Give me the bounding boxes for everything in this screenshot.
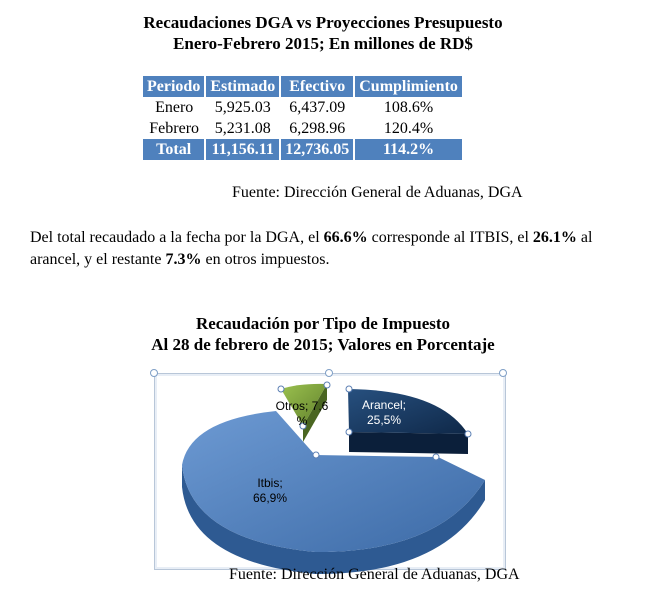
pie-slice-itbis-side bbox=[182, 465, 485, 575]
table-source: Fuente: Dirección General de Aduanas, DG… bbox=[232, 184, 523, 201]
total-compliance: 114.2% bbox=[354, 139, 464, 160]
para-itbis-pct: 66.6% bbox=[323, 229, 368, 246]
table-total-row: Total 11,156.11 12,736.05 114.2% bbox=[143, 139, 464, 160]
cell-estimated: 5,925.03 bbox=[214, 98, 271, 116]
header-estimado: Estimado bbox=[205, 76, 282, 97]
pie-slice-otros bbox=[281, 383, 327, 426]
table-row: Enero 5,925.03 6,437.09 108.6% bbox=[143, 97, 463, 118]
label-itbis-name: Itbis; bbox=[257, 476, 283, 490]
cell-estimated: 5,231.08 bbox=[214, 119, 271, 137]
label-itbis-value: 66,9% bbox=[252, 491, 288, 505]
para-text-3: al arancel, y el restante bbox=[30, 229, 593, 268]
total-label: Total bbox=[143, 139, 207, 160]
cell-compliance: 120.4% bbox=[383, 119, 434, 137]
cell-actual: 6,298.96 bbox=[289, 119, 346, 137]
header-efectivo: Efectivo bbox=[280, 76, 356, 97]
total-actual: 12,736.05 bbox=[280, 139, 356, 160]
header-cumplimiento: Cumplimiento bbox=[354, 76, 464, 97]
cell-compliance: 108.6% bbox=[383, 98, 434, 116]
cell-period: Febrero bbox=[149, 119, 200, 137]
chart-source: Fuente: Dirección General de Aduanas, DG… bbox=[229, 566, 520, 583]
resize-handle-tr[interactable] bbox=[499, 369, 507, 377]
pie-slice-otros-side bbox=[303, 384, 327, 442]
summary-paragraph: Del total recaudado a la fecha por la DG… bbox=[30, 227, 630, 271]
para-text-1: Del total recaudado a la fecha por la DG… bbox=[30, 229, 324, 246]
table-header-row: Periodo Estimado Efectivo Cumplimiento bbox=[143, 76, 464, 97]
pie-slice-arancel-side bbox=[349, 432, 468, 454]
pie-slice-itbis bbox=[182, 411, 485, 553]
label-otros-name: Otros; 7,6 bbox=[275, 399, 329, 413]
chart-title-line1: Recaudación por Tipo de Impuesto bbox=[195, 314, 451, 333]
chart-title: Recaudación por Tipo de Impuesto Al 28 d… bbox=[0, 313, 646, 355]
pie-slice-arancel bbox=[348, 389, 468, 434]
para-otros-pct: 7.3% bbox=[165, 251, 202, 268]
para-text-4: en otros impuestos. bbox=[201, 251, 330, 268]
table-title-line2: Enero-Febrero 2015; En millones de RD$ bbox=[173, 34, 473, 53]
chart-title-line2: Al 28 de febrero de 2015; Valores en Por… bbox=[151, 335, 495, 354]
para-arancel-pct: 26.1% bbox=[532, 229, 577, 246]
collections-table: Periodo Estimado Efectivo Cumplimiento E… bbox=[143, 76, 464, 160]
label-otros-value: % bbox=[296, 414, 308, 428]
table-title-line1: Recaudaciones DGA vs Proyecciones Presup… bbox=[143, 13, 503, 32]
header-periodo: Periodo bbox=[143, 76, 207, 97]
label-arancel-name: Arancel; bbox=[361, 398, 407, 412]
resize-handle-tl[interactable] bbox=[150, 369, 158, 377]
label-itbis: Itbis; 66,9% bbox=[240, 476, 300, 506]
resize-handle-tc[interactable] bbox=[325, 369, 333, 377]
cell-period: Enero bbox=[155, 98, 194, 116]
label-arancel: Arancel; 25,5% bbox=[354, 398, 414, 428]
para-text-2: corresponde al ITBIS, el bbox=[367, 229, 533, 246]
cell-actual: 6,437.09 bbox=[289, 98, 346, 116]
label-otros: Otros; 7,6 % bbox=[266, 399, 338, 429]
table-title: Recaudaciones DGA vs Proyecciones Presup… bbox=[0, 12, 646, 54]
total-estimated: 11,156.11 bbox=[205, 139, 282, 160]
label-arancel-value: 25,5% bbox=[366, 413, 402, 427]
table-row: Febrero 5,231.08 6,298.96 120.4% bbox=[143, 118, 463, 139]
